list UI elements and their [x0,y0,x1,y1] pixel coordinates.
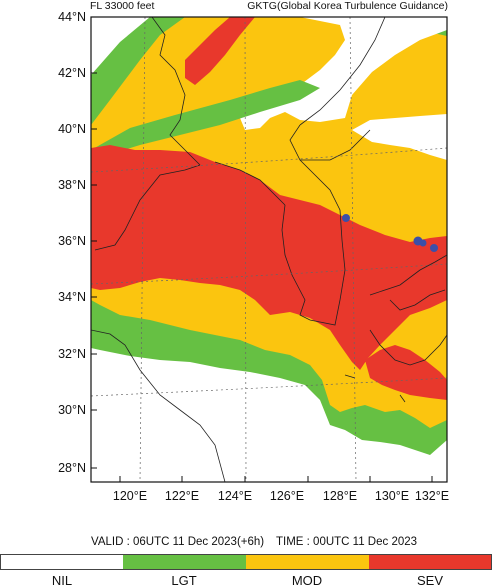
lat-label: 34°N [58,290,86,304]
area-severe-south [365,345,447,400]
lat-label: 44°N [58,10,86,24]
lon-label: 126°E [270,489,304,503]
map-frame [90,16,448,483]
legend-swatch-lgt [123,554,246,570]
valid-time-label: VALID : 06UTC 11 Dec 2023(+6h) [91,536,265,548]
flight-level-label: FL 33000 feet [90,0,155,12]
legend-swatch-nil [0,554,123,570]
legend-label-lgt: LGT [171,573,197,588]
lon-label: 130°E [375,489,409,503]
graticule [91,17,447,482]
lat-label: 40°N [58,122,86,136]
legend-swatch-mod [246,554,369,570]
lat-ticks [91,16,97,469]
lat-label: 32°N [58,347,86,361]
lat-labels: 44°N 42°N 40°N 38°N 36°N 34°N 32°N 30°N … [58,10,86,475]
lon-label: 122°E [165,489,199,503]
legend: NIL LGT MOD SEV [0,554,492,588]
area-light-band [91,80,320,160]
legend-label-sev: SEV [416,573,444,588]
turbulence-field [91,17,447,482]
legend-swatch-sev [369,554,492,570]
lat-label: 30°N [58,403,86,417]
lon-label: 132°E [415,489,449,503]
lon-ticks [119,476,433,482]
lat-label: 42°N [58,66,86,80]
product-title: GKTG(Global Korea Turbulence Guidance) [247,0,448,12]
area-severe [91,145,447,370]
lon-label: 120°E [113,489,147,503]
extreme-spot [430,244,438,252]
area-severe-streak [185,17,255,85]
lon-label: 124°E [218,489,252,503]
extreme-spot [342,214,350,222]
extreme-spot [419,239,427,247]
lat-label: 38°N [58,178,86,192]
area-nil-northeast [352,114,447,160]
lat-label: 36°N [58,234,86,248]
legend-label-mod: MOD [291,573,323,588]
coastlines [91,17,447,482]
issue-time-label: TIME : 00UTC 11 Dec 2023 [276,536,418,548]
lon-label: 128°E [323,489,357,503]
legend-label-nil: NIL [51,573,73,588]
lon-labels: 120°E 122°E 124°E 126°E 128°E 130°E [113,489,409,503]
lat-label: 28°N [58,461,86,475]
